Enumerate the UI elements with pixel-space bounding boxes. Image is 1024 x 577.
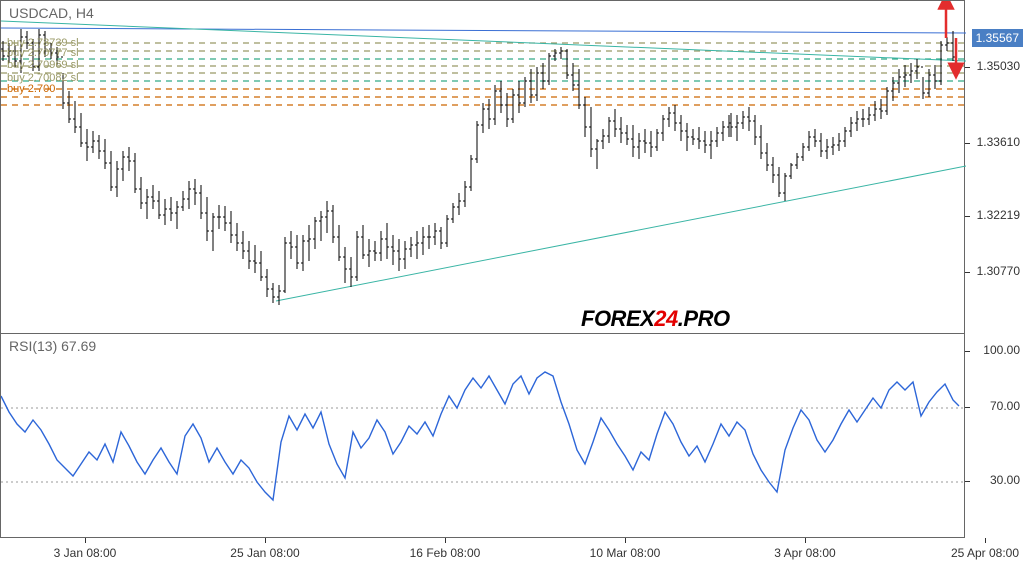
logo-p3: .PRO: [678, 306, 730, 331]
x-axis-label: 10 Mar 08:00: [590, 546, 661, 560]
x-axis-label: 3 Apr 08:00: [774, 546, 835, 560]
logo-p1: FOREX: [581, 306, 654, 331]
x-axis-label: 25 Jan 08:00: [230, 546, 299, 560]
logo-p2: 24: [654, 306, 677, 331]
price-svg: [1, 1, 966, 334]
logo: FOREX24.PRO: [581, 306, 730, 332]
level-label: buy 2.70969 sl: [7, 59, 79, 71]
y-axis-label: 1.35030: [977, 59, 1020, 73]
y-axis-label: 1.33610: [977, 135, 1020, 149]
y-axis-label: 1.30770: [977, 264, 1020, 278]
y-axis-label: 100.00: [983, 343, 1020, 357]
x-axis-label: 25 Apr 08:00: [951, 546, 1019, 560]
level-label: buy 2.70777 sl: [7, 47, 79, 59]
y-axis-label: 30.00: [990, 473, 1020, 487]
rsi-svg: [1, 334, 966, 539]
y-axis-price: 1.35030 1.33610 1.32219 1.30770: [965, 0, 1024, 333]
y-axis-rsi: 100.00 70.00 30.00: [965, 333, 1024, 538]
y-axis-label: 70.00: [990, 399, 1020, 413]
rsi-panel: RSI(13) 67.69: [0, 333, 965, 538]
x-axis-label: 3 Jan 08:00: [54, 546, 117, 560]
level-label: buy 2.700: [7, 83, 55, 95]
chart-root: USDCAD, H4 FOREX24.PRO buy 2.78739 slbuy…: [0, 0, 1024, 577]
y-axis-label: 1.32219: [977, 208, 1020, 222]
x-axis-label: 16 Feb 08:00: [410, 546, 481, 560]
x-axis: 3 Jan 08:00 25 Jan 08:00 16 Feb 08:00 10 Ma…: [0, 538, 1024, 577]
price-panel: USDCAD, H4 FOREX24.PRO buy 2.78739 slbuy…: [0, 0, 965, 333]
